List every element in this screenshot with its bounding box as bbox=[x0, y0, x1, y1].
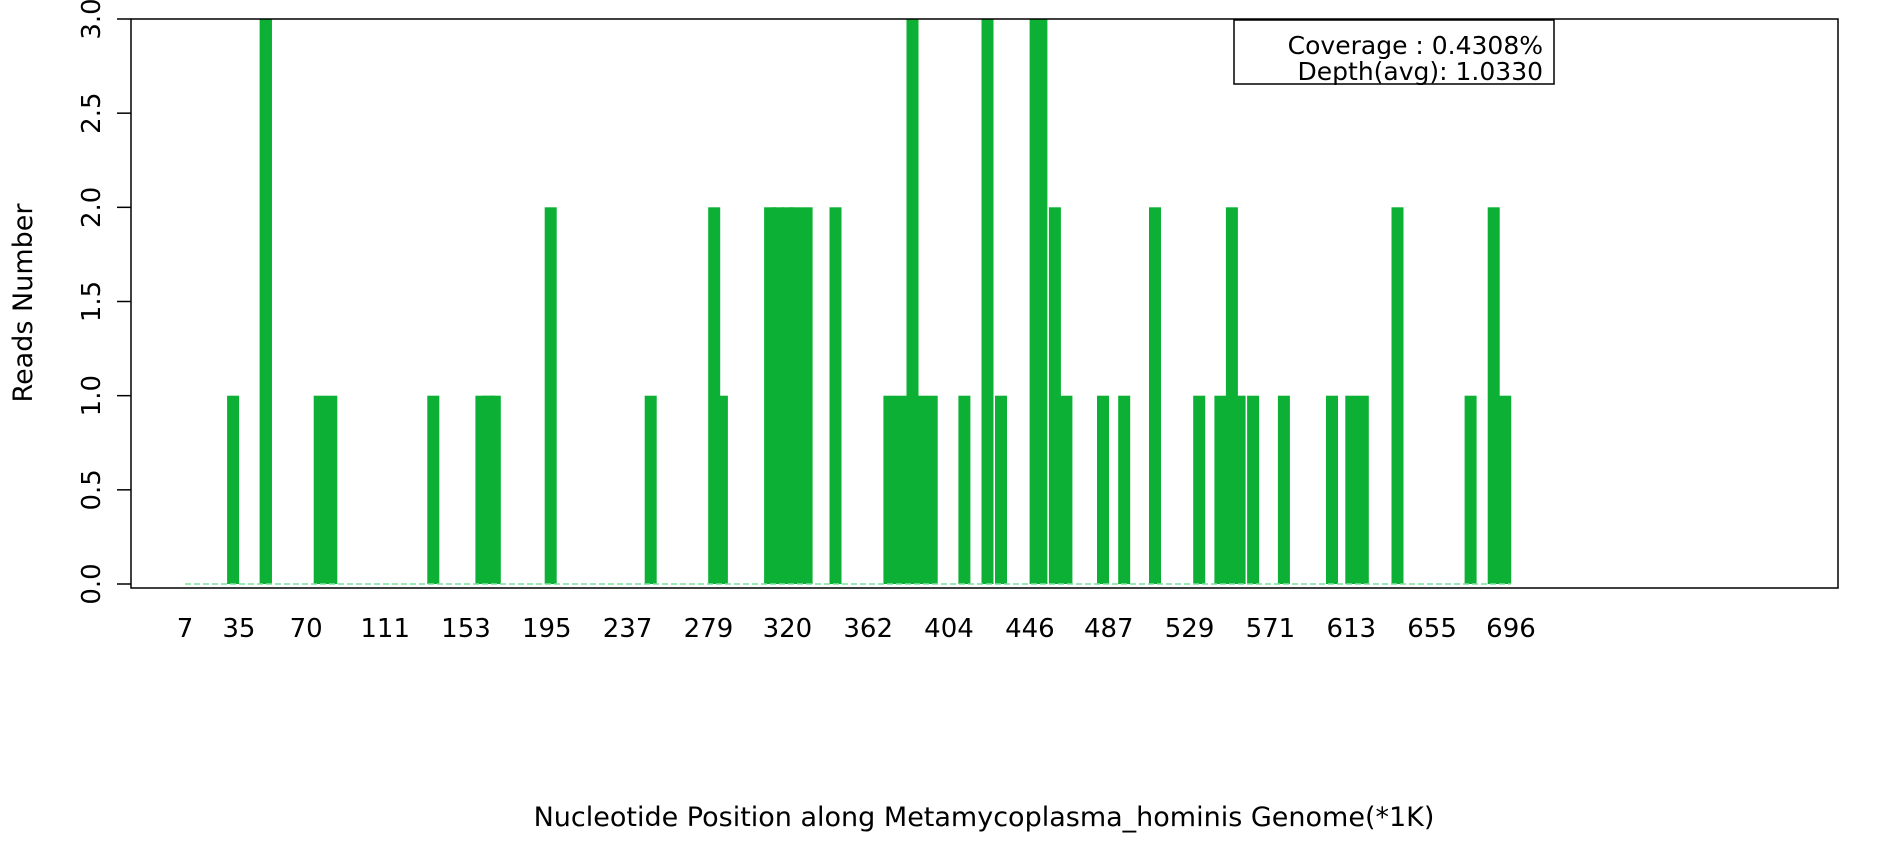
x-tick-label: 111 bbox=[360, 614, 410, 644]
bar bbox=[488, 395, 501, 584]
bar bbox=[1233, 395, 1246, 584]
y-axis: 0.0 0.5 1.0 1.5 2.0 2.5 3.0 bbox=[77, 0, 131, 605]
bar bbox=[544, 207, 557, 585]
bar bbox=[995, 395, 1007, 584]
x-tick-label: 613 bbox=[1326, 614, 1376, 644]
bar bbox=[1277, 395, 1290, 584]
legend-depth: Depth(avg): 1.0330 bbox=[1298, 57, 1543, 86]
bar bbox=[1345, 395, 1358, 584]
bar bbox=[1464, 395, 1477, 584]
bar bbox=[914, 395, 927, 584]
bar bbox=[715, 395, 728, 584]
plot-frame bbox=[130, 18, 1839, 589]
x-tick-label: 404 bbox=[924, 614, 974, 644]
bar bbox=[227, 395, 240, 584]
x-tick-label: 153 bbox=[441, 614, 491, 644]
legend: Coverage : 0.4308% Depth(avg): 1.0330 bbox=[1233, 19, 1555, 86]
bar bbox=[313, 395, 326, 584]
bar bbox=[1048, 207, 1061, 585]
y-tick-label: 0.0 bbox=[77, 563, 107, 604]
bar bbox=[427, 395, 440, 584]
x-tick-label: 320 bbox=[763, 614, 813, 644]
bar bbox=[325, 395, 338, 584]
bar bbox=[1149, 207, 1161, 585]
bar bbox=[883, 395, 896, 584]
x-axis-title: Nucleotide Position along Metamycoplasma… bbox=[534, 802, 1435, 833]
x-tick-label: 529 bbox=[1165, 614, 1215, 644]
bar bbox=[894, 395, 907, 584]
bar bbox=[1097, 395, 1109, 584]
bar bbox=[925, 395, 938, 584]
y-tick-label: 1.5 bbox=[77, 281, 107, 322]
y-tick-label: 0.5 bbox=[77, 469, 107, 510]
bar bbox=[771, 207, 784, 585]
bar bbox=[1356, 395, 1369, 584]
x-tick-label: 70 bbox=[290, 614, 323, 644]
legend-box bbox=[1233, 19, 1555, 85]
x-tick-label: 279 bbox=[684, 614, 734, 644]
y-tick-label: 2.0 bbox=[77, 187, 107, 228]
x-tick-label: 195 bbox=[522, 614, 572, 644]
bar bbox=[644, 395, 657, 584]
x-tick-label: 7 bbox=[177, 614, 194, 644]
bar bbox=[1060, 395, 1073, 584]
x-tick-label: 696 bbox=[1486, 614, 1536, 644]
bar bbox=[1214, 395, 1227, 584]
bar bbox=[800, 207, 813, 585]
y-tick-label: 1.0 bbox=[77, 375, 107, 416]
bar bbox=[1499, 395, 1512, 584]
y-axis-title: Reads Number bbox=[8, 203, 39, 403]
x-tick-label: 571 bbox=[1246, 614, 1296, 644]
bar bbox=[789, 207, 802, 585]
bar bbox=[958, 395, 971, 584]
bar bbox=[1193, 395, 1206, 584]
bar bbox=[1326, 395, 1338, 584]
legend-coverage: Coverage : 0.4308% bbox=[1288, 31, 1543, 60]
bar bbox=[1391, 207, 1404, 585]
bars-group bbox=[227, 19, 1512, 585]
x-tick-label: 237 bbox=[603, 614, 653, 644]
x-axis: 7 35 70 111 153 195 237 279 320 362 404 446 487 529 57… bbox=[177, 614, 1536, 644]
bar bbox=[1035, 19, 1048, 584]
y-tick-label: 2.5 bbox=[77, 92, 107, 133]
x-tick-label: 655 bbox=[1407, 614, 1457, 644]
bar bbox=[1247, 395, 1260, 584]
bar bbox=[829, 207, 842, 585]
x-tick-label: 362 bbox=[843, 614, 893, 644]
bar bbox=[981, 19, 994, 584]
bar bbox=[259, 19, 272, 584]
x-tick-label: 487 bbox=[1084, 614, 1134, 644]
x-tick-label: 446 bbox=[1005, 614, 1055, 644]
y-tick-label: 3.0 bbox=[77, 0, 107, 40]
x-tick-label: 35 bbox=[222, 614, 255, 644]
bar bbox=[1487, 207, 1500, 585]
bar bbox=[1118, 395, 1131, 584]
